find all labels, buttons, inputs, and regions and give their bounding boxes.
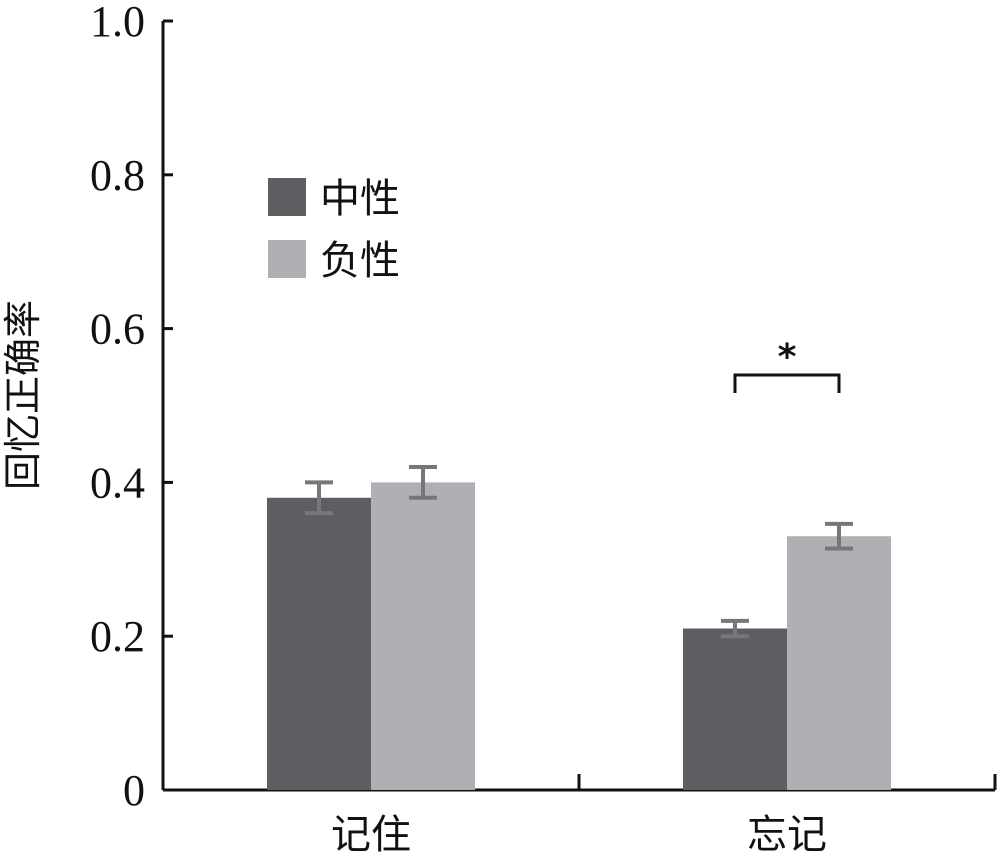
significance-star: *	[778, 337, 797, 378]
annotations: *	[733, 337, 841, 393]
y-tick-label: 0	[123, 766, 145, 815]
axes: 0 0.2 0.4 0.6 0.8 1.0 记住 忘记	[90, 0, 997, 857]
legend-label: 负性	[320, 238, 400, 284]
bar	[787, 536, 891, 790]
y-tick-label: 0.6	[90, 305, 145, 354]
y-tick-label: 0.2	[90, 612, 145, 661]
legend-label: 中性	[320, 176, 400, 222]
significance-bracket	[733, 373, 841, 393]
bars	[267, 482, 891, 790]
y-tick-label: 0.8	[90, 151, 145, 200]
legend-swatch	[268, 178, 306, 216]
y-tick-label: 1.0	[90, 0, 145, 46]
x-category-label: 忘记	[747, 812, 827, 857]
legend-swatch	[268, 240, 306, 278]
bar	[371, 482, 475, 790]
y-tick-label: 0.4	[90, 458, 145, 507]
bar	[683, 628, 787, 790]
y-axis-title: 回忆正确率	[1, 300, 45, 490]
x-category-label: 记住	[331, 812, 411, 857]
bar	[267, 497, 371, 790]
error-bars	[305, 465, 853, 639]
